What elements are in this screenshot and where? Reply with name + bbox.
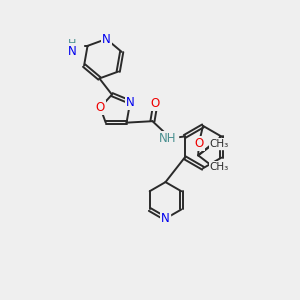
Bar	[96, 103, 104, 112]
Text: N: N	[126, 96, 134, 109]
Bar	[126, 98, 134, 106]
Text: N: N	[102, 32, 111, 46]
Text: N: N	[161, 212, 170, 225]
Text: NH: NH	[159, 132, 176, 145]
Text: O: O	[96, 101, 105, 114]
Bar	[102, 35, 110, 43]
Bar	[163, 133, 178, 143]
Text: H: H	[68, 39, 76, 49]
Text: N: N	[68, 45, 76, 58]
Bar	[61, 40, 83, 51]
Bar	[212, 140, 227, 148]
Bar	[195, 140, 203, 148]
Bar	[212, 162, 227, 171]
Bar	[151, 99, 160, 108]
Text: CH₃: CH₃	[210, 139, 229, 149]
Bar	[161, 214, 169, 223]
Text: O: O	[194, 137, 203, 150]
Text: O: O	[151, 97, 160, 110]
Text: CH₃: CH₃	[210, 162, 229, 172]
